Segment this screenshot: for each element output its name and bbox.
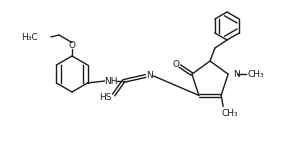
Text: N: N xyxy=(233,70,240,79)
Text: HS: HS xyxy=(99,93,112,103)
Text: H₃C: H₃C xyxy=(21,34,38,42)
Text: O: O xyxy=(69,41,75,51)
Text: CH₃: CH₃ xyxy=(248,70,264,79)
Text: O: O xyxy=(173,60,179,69)
Text: CH₃: CH₃ xyxy=(222,109,238,118)
Text: N: N xyxy=(146,71,153,81)
Text: NH: NH xyxy=(104,76,117,86)
